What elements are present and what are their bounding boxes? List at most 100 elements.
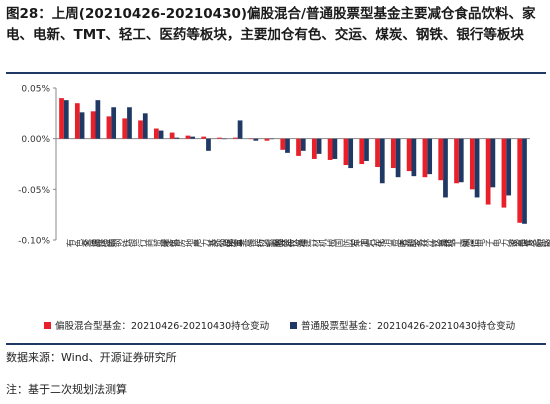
x-tick-label: 电子 (476, 239, 494, 249)
bar-equity-hybrid (517, 138, 523, 223)
bar-common-stock (443, 138, 448, 198)
bar-common-stock (522, 138, 527, 224)
chart-legend: 偏股混合型基金：20210426-20210430持仓变动 普通股票型基金：202… (44, 320, 515, 332)
x-tick-label: 农林牧渔 (413, 239, 448, 249)
bar-common-stock (111, 107, 117, 139)
bar-common-stock (506, 138, 512, 196)
x-tick-label: 食品饮料 (524, 239, 550, 249)
bar-equity-hybrid (454, 138, 459, 184)
bar-common-stock (285, 138, 290, 153)
x-tick-label: 通信 (460, 239, 479, 249)
x-tick-label: 电力设备及新能源 (492, 239, 550, 249)
bar-common-stock (158, 130, 164, 139)
x-tick-label: 轻工制造 (445, 239, 481, 249)
x-tick-label: 建材 (302, 239, 320, 249)
bar-equity-hybrid (185, 135, 191, 139)
x-tick-label: 基础化工 (208, 239, 243, 249)
bar-common-stock (490, 138, 496, 188)
x-tick-label: 交通运输 (81, 239, 117, 249)
bar-common-stock (127, 107, 132, 139)
x-tick-label: 石油石化 (350, 239, 385, 249)
bar-common-stock (348, 138, 354, 169)
x-tick-label: 煤炭 (97, 239, 116, 249)
legend-swatch-equity-hybrid (44, 322, 51, 329)
bar-equity-hybrid (485, 138, 491, 205)
footer-divider (6, 343, 546, 345)
bar-common-stock (395, 138, 401, 178)
title-divider (6, 72, 546, 74)
y-tick-label: -0.05% (18, 186, 50, 196)
bar-common-stock (458, 138, 464, 183)
x-tick-label: 商贸零售 (144, 239, 180, 249)
bar-equity-hybrid (248, 138, 254, 140)
chart-axes: -0.10% -0.05% 0.00% 0.05% (18, 85, 530, 247)
bar-common-stock (63, 100, 69, 139)
x-tick-label: 钢铁 (113, 239, 132, 249)
x-tick-label: 纺织服装 (255, 239, 290, 249)
bar-equity-hybrid (90, 111, 96, 139)
bar-common-stock (206, 138, 211, 151)
x-tick-label: 银行 (129, 239, 148, 249)
x-tick-label: 房地产 (176, 239, 203, 249)
x-tick-label: 计算机 (429, 239, 456, 249)
x-tick-label: 机械 (318, 239, 337, 249)
bar-common-stock (474, 138, 480, 198)
bar-common-stock (411, 138, 417, 177)
bar-equity-hybrid (469, 138, 475, 190)
figure-title: 图28：上周(20210426-20210430)偏股混合/普通股票型基金主要减… (6, 6, 536, 43)
x-tick-label: 有色金属 (65, 239, 101, 249)
bar-equity-hybrid (201, 136, 207, 139)
bar-equity-hybrid (406, 138, 412, 172)
bar-equity-hybrid (217, 137, 222, 139)
bar-common-stock (316, 138, 322, 154)
bar-equity-hybrid (359, 138, 365, 164)
bar-common-stock (95, 100, 101, 139)
bar-common-stock (253, 138, 259, 141)
bar-equity-hybrid (296, 138, 301, 156)
bar-equity-hybrid (122, 118, 128, 139)
legend-swatch-common-stock (290, 322, 297, 329)
bar-common-stock (142, 113, 148, 139)
bar-equity-hybrid (327, 138, 333, 160)
bar-equity-hybrid (280, 138, 286, 150)
bar-common-stock (221, 138, 227, 140)
bar-chart: -0.10% -0.05% 0.00% 0.05% 有色金属交通运输煤炭钢铁银行商贸零… (18, 85, 550, 333)
bar-equity-hybrid (422, 138, 428, 178)
bar-common-stock (427, 138, 433, 175)
x-tick-label: 农林牧渔 (271, 239, 306, 249)
bar-equity-hybrid (264, 138, 270, 141)
legend-label-equity-hybrid: 偏股混合型基金：20210426-20210430持仓变动 (55, 320, 269, 332)
bar-equity-hybrid (153, 128, 159, 139)
x-tick-label: 国防军工 (335, 239, 369, 249)
bar-equity-hybrid (232, 137, 238, 139)
bar-equity-hybrid (438, 138, 444, 181)
x-tick-label: 非银行金融 (239, 239, 283, 249)
bar-equity-hybrid (375, 138, 380, 168)
legend-label-common-stock: 普通股票型基金：20210426-20210430持仓变动 (301, 320, 515, 332)
x-tick-label: 电力及公用事业 (192, 239, 252, 249)
x-tick-label: 消费者服务 (381, 239, 425, 249)
bar-common-stock (379, 138, 385, 184)
x-tick-label: 家电 (508, 239, 526, 249)
bar-common-stock (79, 112, 85, 139)
bar-common-stock (237, 120, 243, 139)
bar-common-stock (190, 136, 196, 139)
x-axis-labels: 有色金属交通运输煤炭钢铁银行商贸零售建筑房地产电力及公用事业基础化工综合非银行金… (65, 239, 550, 249)
bar-equity-hybrid (74, 103, 80, 139)
data-source: 数据来源：Wind、开源证券研究所 (6, 351, 177, 364)
bar-equity-hybrid (501, 138, 507, 208)
x-tick-label: 医药 (398, 239, 416, 249)
bar-equity-hybrid (138, 120, 143, 139)
bar-equity-hybrid (169, 132, 175, 139)
x-tick-label: 建筑 (160, 239, 179, 249)
bar-common-stock (174, 137, 180, 139)
x-tick-label: 汽车 (366, 239, 385, 249)
y-tick-label: 0.00% (21, 135, 50, 145)
bar-common-stock (269, 138, 275, 140)
bar-common-stock (332, 138, 338, 159)
y-tick-label: 0.05% (21, 85, 50, 95)
footnote: 注：基于二次规划法测算 (6, 383, 127, 396)
bar-common-stock (300, 138, 306, 151)
bar-equity-hybrid (59, 98, 64, 139)
bar-equity-hybrid (106, 116, 112, 139)
